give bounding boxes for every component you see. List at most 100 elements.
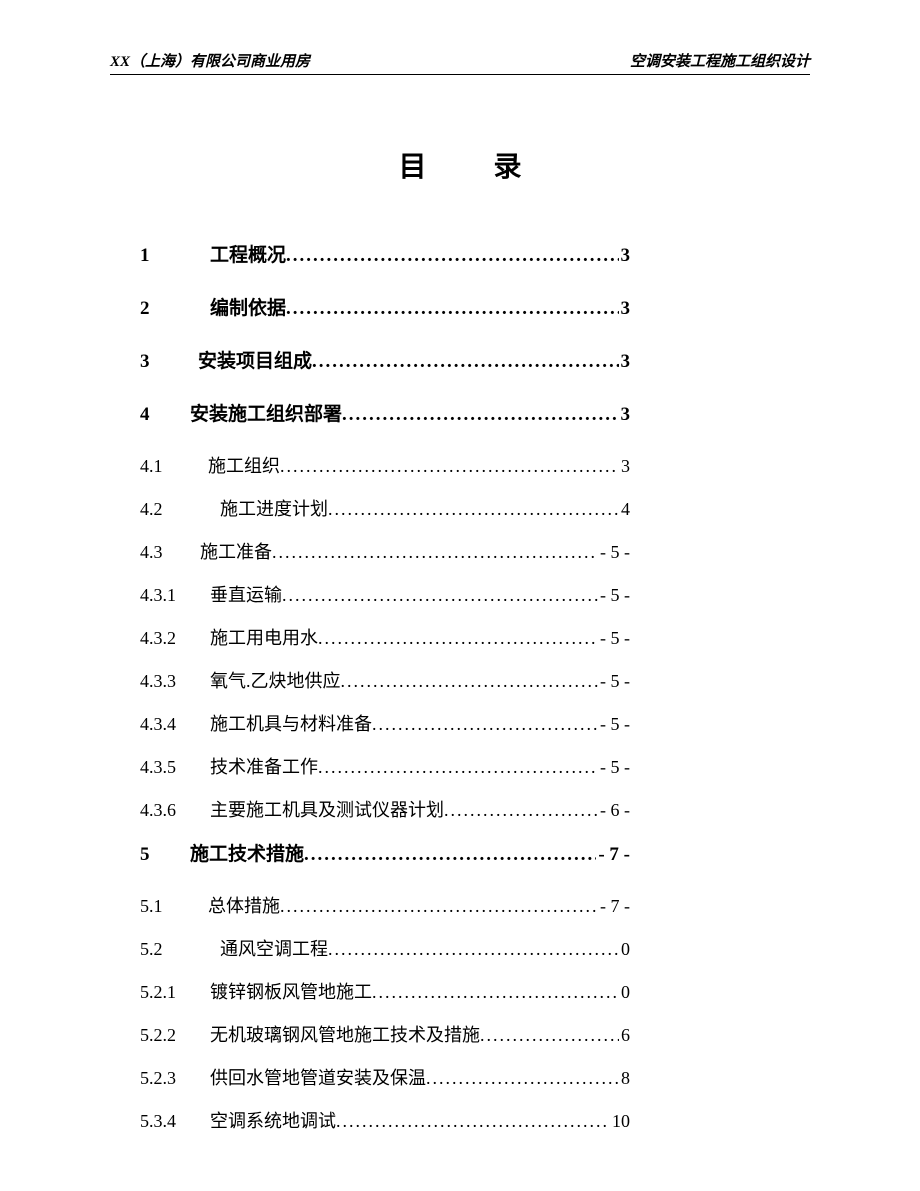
toc-leader-dots: ........................................… xyxy=(280,896,598,917)
toc-entry-page: 3 xyxy=(619,351,631,373)
toc-entry-text: 氧气.乙炔地供应 xyxy=(210,667,341,693)
table-of-contents: 1工程概况...................................… xyxy=(140,240,630,1133)
toc-entry: 5.3.4空调系统地调试............................… xyxy=(140,1107,630,1133)
toc-entry-text: 工程概况 xyxy=(190,240,286,267)
toc-entry-text: 施工进度计划 xyxy=(200,495,328,521)
toc-entry-page: 10 xyxy=(610,1111,630,1132)
toc-leader-dots: ........................................… xyxy=(272,542,598,563)
toc-entry-number: 4.3.4 xyxy=(140,714,210,735)
toc-entry-number: 5.3.4 xyxy=(140,1111,210,1132)
toc-leader-dots: ........................................… xyxy=(341,671,599,692)
toc-entry: 5.2.1镀锌钢板风管地施工..........................… xyxy=(140,978,630,1004)
toc-entry-number: 4.3.5 xyxy=(140,757,210,778)
toc-leader-dots: ........................................… xyxy=(318,757,598,778)
toc-entry-page: 3 xyxy=(619,404,631,426)
toc-entry-text: 安装项目组成 xyxy=(190,346,312,373)
toc-entry: 5.2通风空调工程...............................… xyxy=(140,935,630,961)
page-header: XX（上海）有限公司商业用房 空调安装工程施工组织设计 xyxy=(110,50,810,75)
toc-entry-number: 4.3.1 xyxy=(140,585,210,606)
toc-entry-page: - 5 - xyxy=(598,757,630,778)
toc-entry-text: 供回水管地管道安装及保温 xyxy=(210,1064,426,1090)
toc-leader-dots: ........................................… xyxy=(286,245,618,267)
toc-entry: 5.2.3供回水管地管道安装及保温.......................… xyxy=(140,1064,630,1090)
toc-entry-page: 0 xyxy=(619,939,630,960)
toc-entry-number: 4 xyxy=(140,404,190,426)
toc-entry: 5施工技术措施.................................… xyxy=(140,839,630,866)
toc-entry-text: 通风空调工程 xyxy=(200,935,328,961)
header-left: XX（上海）有限公司商业用房 xyxy=(110,50,310,71)
toc-leader-dots: ........................................… xyxy=(480,1025,619,1046)
toc-entry-page: 3 xyxy=(619,456,630,477)
toc-entry-number: 5.2.1 xyxy=(140,982,210,1003)
toc-entry: 4.3.6主要施工机具及测试仪器计划......................… xyxy=(140,796,630,822)
toc-leader-dots: ........................................… xyxy=(444,800,598,821)
toc-entry-text: 主要施工机具及测试仪器计划 xyxy=(210,796,444,822)
toc-entry: 4.3.3氧气.乙炔地供应 ..........................… xyxy=(140,667,630,693)
toc-entry-page: - 7 - xyxy=(598,896,630,917)
toc-entry-page: - 5 - xyxy=(598,542,630,563)
toc-leader-dots: ........................................… xyxy=(342,404,618,426)
toc-entry-number: 1 xyxy=(140,245,190,267)
toc-entry-text: 总体措施 xyxy=(200,892,280,918)
toc-entry: 4.3.2施工用电用水 ............................… xyxy=(140,624,630,650)
toc-entry: 4安装施工组织部署 ..............................… xyxy=(140,399,630,426)
toc-entry-text: 无机玻璃钢风管地施工技术及措施 xyxy=(210,1021,480,1047)
toc-entry-page: 6 xyxy=(619,1025,630,1046)
toc-leader-dots: ........................................… xyxy=(372,714,598,735)
toc-entry-text: 技术准备工作 xyxy=(210,753,318,779)
toc-entry-text: 垂直运输 xyxy=(210,581,282,607)
toc-entry-number: 4.3.3 xyxy=(140,671,210,692)
toc-entry-text: 安装施工组织部署 xyxy=(190,399,342,426)
toc-entry: 4.1施工组织.................................… xyxy=(140,452,630,478)
toc-entry-text: 施工技术措施 xyxy=(190,839,304,866)
toc-entry-number: 2 xyxy=(140,298,190,320)
toc-leader-dots: ........................................… xyxy=(372,982,619,1003)
toc-entry-page: - 5 - xyxy=(598,671,630,692)
toc-entry-text: 施工组织 xyxy=(200,452,280,478)
toc-entry: 4.3.4施工机具与材料准备 .........................… xyxy=(140,710,630,736)
toc-entry-page: 8 xyxy=(619,1068,630,1089)
toc-entry-number: 4.3.6 xyxy=(140,800,210,821)
toc-leader-dots: ........................................… xyxy=(312,351,618,373)
toc-leader-dots: ........................................… xyxy=(304,844,596,866)
toc-leader-dots: ........................................… xyxy=(282,585,598,606)
toc-entry-page: - 7 - xyxy=(596,844,630,866)
toc-title: 目 录 xyxy=(110,145,810,185)
toc-entry-text: 施工准备 xyxy=(200,538,272,564)
toc-entry-page: 4 xyxy=(619,499,630,520)
header-right: 空调安装工程施工组织设计 xyxy=(630,50,810,71)
toc-leader-dots: ........................................… xyxy=(336,1111,610,1132)
toc-entry-page: - 5 - xyxy=(598,628,630,649)
toc-entry-number: 3 xyxy=(140,351,190,373)
toc-entry-text: 施工用电用水 xyxy=(210,624,318,650)
toc-entry-number: 5.2.3 xyxy=(140,1068,210,1089)
toc-leader-dots: ........................................… xyxy=(328,939,619,960)
toc-entry: 1工程概况...................................… xyxy=(140,240,630,267)
toc-entry-text: 空调系统地调试 xyxy=(210,1107,336,1133)
toc-entry: 5.1总体措施.................................… xyxy=(140,892,630,918)
toc-leader-dots: ........................................… xyxy=(328,499,619,520)
toc-entry-number: 4.1 xyxy=(140,456,200,477)
toc-entry-text: 施工机具与材料准备 xyxy=(210,710,372,736)
toc-entry-number: 5.2.2 xyxy=(140,1025,210,1046)
toc-entry: 5.2.2无机玻璃钢风管地施工技术及措施....................… xyxy=(140,1021,630,1047)
toc-entry-page: 3 xyxy=(619,298,631,320)
toc-entry: 4.3.1垂直运输 ..............................… xyxy=(140,581,630,607)
toc-entry: 3安装项目组成 ................................… xyxy=(140,346,630,373)
toc-entry-page: - 6 - xyxy=(598,800,630,821)
toc-leader-dots: ........................................… xyxy=(318,628,598,649)
toc-entry: 4.3施工准备 ................................… xyxy=(140,538,630,564)
toc-leader-dots: ........................................… xyxy=(426,1068,619,1089)
toc-entry-page: 3 xyxy=(619,245,631,267)
toc-entry: 2编制依据...................................… xyxy=(140,293,630,320)
toc-entry-number: 5.1 xyxy=(140,896,200,917)
toc-entry: 4.2施工进度计划...............................… xyxy=(140,495,630,521)
toc-leader-dots: ........................................… xyxy=(280,456,619,477)
toc-entry-page: - 5 - xyxy=(598,585,630,606)
toc-entry-number: 4.2 xyxy=(140,499,200,520)
toc-entry-number: 4.3 xyxy=(140,542,200,563)
toc-entry-number: 5 xyxy=(140,844,190,866)
toc-entry: 4.3.5技术准备工作 ............................… xyxy=(140,753,630,779)
toc-entry-text: 编制依据 xyxy=(190,293,286,320)
toc-entry-text: 镀锌钢板风管地施工 xyxy=(210,978,372,1004)
